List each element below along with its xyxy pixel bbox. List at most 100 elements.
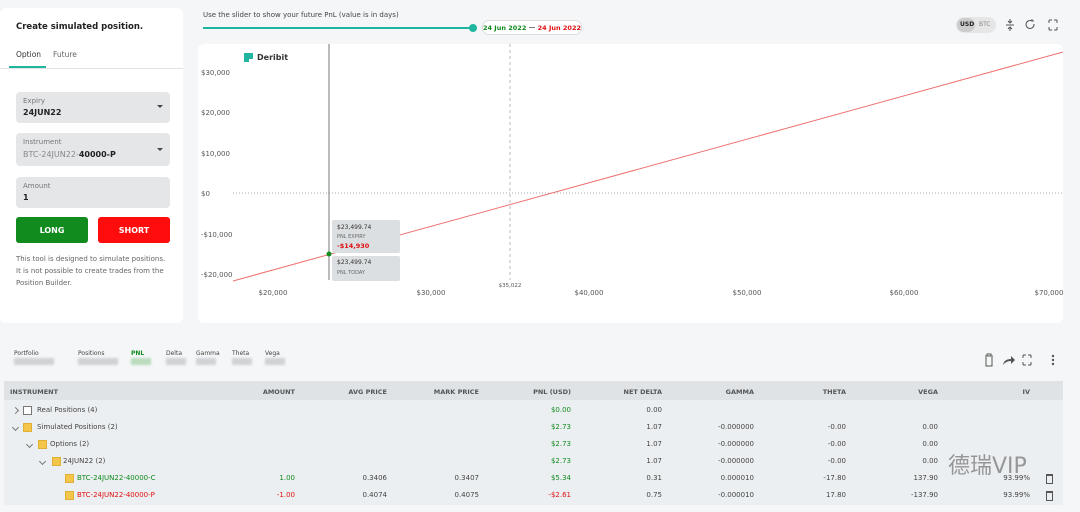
cell: $2.73 (550, 440, 571, 448)
cell: -0.000010 (718, 491, 754, 499)
tick-label: $50,000 (733, 289, 762, 297)
tooltip (332, 220, 400, 253)
tab[interactable]: Portfolio (14, 350, 39, 357)
label: Amount (23, 182, 51, 190)
currency-option[interactable]: BTC (979, 21, 991, 28)
column-header: GAMMA (725, 388, 754, 396)
column-header: IV (1022, 388, 1030, 396)
slider-hint: Use the slider to show your future PnL (… (203, 11, 399, 19)
tooltip-label: PNL EXPIRY (337, 234, 366, 240)
column-header: VEGA (918, 388, 938, 396)
tick-label: $10,000 (201, 150, 230, 158)
tick-label: $30,000 (417, 289, 446, 297)
tab[interactable]: Option (16, 50, 42, 59)
slider-knob[interactable] (469, 24, 477, 32)
watermark: 德瑞VIP (948, 454, 1027, 479)
currency-option[interactable]: USD (960, 21, 975, 28)
tooltip-value: -$14,930 (337, 242, 370, 250)
long-button[interactable]: LONG (16, 217, 88, 243)
tab[interactable]: PNL (131, 350, 145, 357)
note: This tool is designed to simulate positi… (16, 255, 166, 287)
brand-logo (244, 53, 253, 62)
tick-label: $60,000 (890, 289, 919, 297)
checkbox[interactable] (65, 491, 74, 500)
cell: 1.00 (279, 474, 295, 482)
checkbox[interactable] (52, 457, 61, 466)
tab-blur (265, 358, 285, 365)
tab-blur (166, 358, 186, 365)
row-label: Options (2) (50, 440, 90, 448)
tick-label: $0 (201, 190, 210, 198)
cell: 0.00 (922, 423, 938, 431)
cell: 0.00 (646, 406, 662, 414)
tab-underline (9, 66, 46, 68)
table (4, 381, 1063, 505)
checkbox[interactable] (65, 474, 74, 483)
slider-track (203, 27, 473, 29)
value: BTC-24JUN22-40000-P (23, 150, 116, 159)
cell: 0.4074 (362, 491, 388, 499)
cell: 0.3407 (454, 474, 480, 482)
cell: $0.00 (550, 406, 571, 414)
cell: 0.3406 (362, 474, 388, 482)
cell: -0.00 (827, 423, 846, 431)
cell: 0.75 (646, 491, 662, 499)
cell: $2.73 (550, 423, 571, 431)
caret (157, 148, 163, 151)
tab[interactable]: Theta (232, 350, 250, 357)
delete-icon[interactable] (1046, 474, 1053, 484)
short-button[interactable]: SHORT (98, 217, 170, 243)
cursor-dot (326, 251, 332, 257)
checkbox[interactable] (38, 440, 47, 449)
tab[interactable]: Positions (78, 350, 105, 357)
tab-blur (232, 358, 252, 365)
pnl-chart: Deribit $35,022 $23,499.74 PNL EXPIRY -$… (201, 44, 1063, 297)
amount-input[interactable]: Amount 1 (16, 177, 170, 208)
toolbar-icons[interactable] (1003, 18, 1059, 32)
table-header (4, 381, 1063, 400)
tab[interactable]: Future (53, 50, 77, 59)
row-label: Simulated Positions (2) (37, 423, 118, 431)
row-label: Real Positions (4) (37, 406, 98, 414)
cell: -1.00 (276, 491, 295, 499)
column-header: MARK PRICE (433, 388, 479, 396)
column-header: AVG PRICE (348, 388, 387, 396)
tick-label: $20,000 (259, 289, 288, 297)
table-icons[interactable] (982, 353, 1058, 367)
instrument-select[interactable]: Instrument BTC-24JUN22-40000-P (16, 133, 170, 166)
value: 1 (23, 193, 29, 202)
cell: 1.07 (646, 440, 662, 448)
cell: 0.4075 (454, 491, 480, 499)
row-label: BTC-24JUN22-40000-P (77, 491, 155, 499)
cell: $5.34 (550, 474, 571, 482)
value-strike: 40000-P (78, 150, 116, 159)
marker-label: $35,022 (499, 283, 522, 289)
tab[interactable]: Gamma (196, 350, 220, 357)
column-header: THETA (822, 388, 846, 396)
cell: -$2.61 (548, 491, 571, 499)
cell: -0.000000 (718, 440, 754, 448)
tab-blur (14, 358, 54, 365)
cell: 0.000010 (720, 474, 754, 482)
value: 24JUN22 (23, 108, 62, 117)
expiry-select[interactable]: Expiry 24JUN22 (16, 92, 170, 123)
tooltip-price: $23,499.74 (337, 259, 372, 266)
tab-blur (78, 358, 118, 365)
label: Instrument (23, 138, 62, 146)
tooltip-label: PNL TODAY (337, 270, 366, 276)
cell: -17.80 (823, 474, 846, 482)
sidebar-title: Create simulated position. (16, 22, 144, 32)
cell: -0.000000 (718, 457, 754, 465)
cell: -137.90 (910, 491, 938, 499)
delete-icon[interactable] (1046, 491, 1053, 501)
tab-blur (131, 358, 151, 365)
tab[interactable]: Delta (166, 350, 183, 357)
currency-toggle[interactable]: USD BTC (956, 17, 996, 33)
date-range: 24 Jun 2022 24 Jun 2022 (482, 20, 582, 35)
tab[interactable]: Vega (265, 350, 280, 357)
checkbox[interactable] (23, 406, 32, 415)
cell: 1.07 (646, 423, 662, 431)
row-label: BTC-24JUN22-40000-C (77, 474, 156, 482)
checkbox[interactable] (23, 423, 32, 432)
cell: -0.00 (827, 440, 846, 448)
